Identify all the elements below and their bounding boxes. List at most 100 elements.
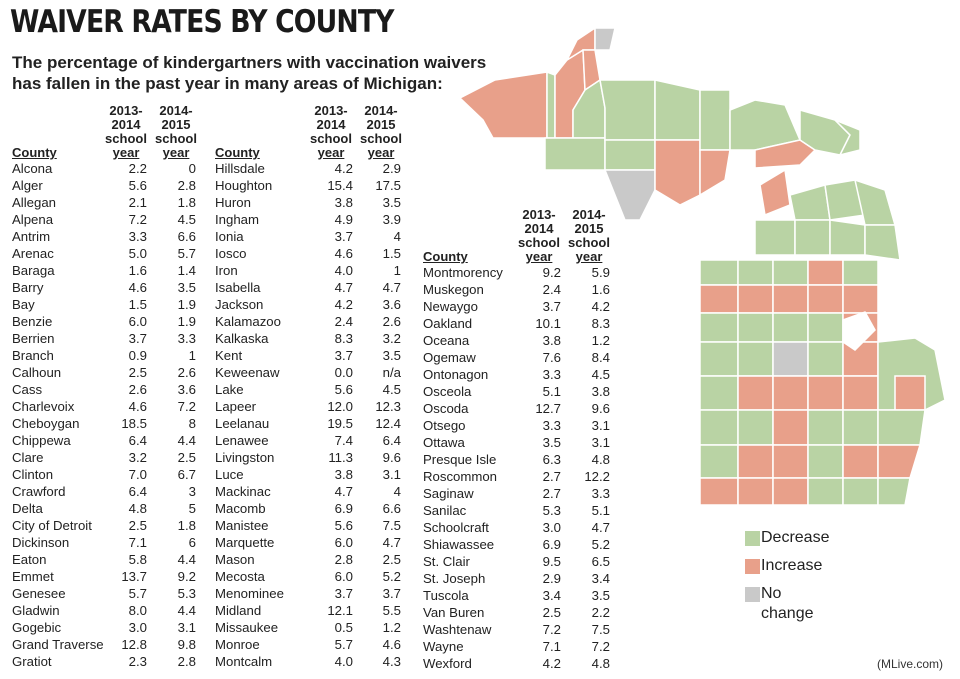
county-shape bbox=[599, 79, 656, 141]
county-shape bbox=[842, 284, 879, 314]
county-name: Branch bbox=[12, 348, 54, 363]
rate-2014-2015: 5 bbox=[188, 501, 196, 516]
county-shape bbox=[772, 409, 809, 446]
rate-2013-2014: 3.8 bbox=[334, 467, 353, 482]
county-name: Gogebic bbox=[12, 620, 62, 635]
rate-2013-2014: 4.6 bbox=[128, 399, 147, 414]
county-name: Jackson bbox=[215, 297, 264, 312]
rate-2014-2015: 4.5 bbox=[591, 367, 610, 382]
county-name: Lenawee bbox=[215, 433, 269, 448]
rate-2013-2014: 7.2 bbox=[128, 212, 147, 227]
county-shape bbox=[699, 375, 739, 411]
county-name: Alcona bbox=[12, 161, 53, 176]
saginaw-bay bbox=[842, 311, 876, 351]
county-name: Osceola bbox=[423, 384, 472, 399]
county-name: Muskegon bbox=[423, 282, 484, 297]
rate-2013-2014: 7.1 bbox=[542, 639, 561, 654]
rate-2013-2014: 0.9 bbox=[128, 348, 147, 363]
county-shape bbox=[829, 219, 866, 256]
rate-2014-2015: 12.4 bbox=[375, 416, 401, 431]
rate-2014-2015: 5.9 bbox=[591, 265, 610, 280]
county-shape bbox=[737, 444, 774, 479]
rate-2013-2014: 9.5 bbox=[542, 554, 561, 569]
rate-2013-2014: 0.5 bbox=[334, 620, 353, 635]
rate-2014-2015: 1.2 bbox=[591, 333, 610, 348]
county-name: Oceana bbox=[423, 333, 470, 348]
rate-2013-2014: 4.9 bbox=[334, 212, 353, 227]
rate-2014-2015: 6.5 bbox=[591, 554, 610, 569]
county-name: Marquette bbox=[215, 535, 275, 550]
county-name: Sanilac bbox=[423, 503, 467, 518]
county-name: Antrim bbox=[12, 229, 51, 244]
rate-2013-2014: 3.3 bbox=[128, 229, 147, 244]
subtitle: The percentage of kindergartners with va… bbox=[12, 53, 487, 93]
michigan-county-map bbox=[458, 26, 946, 506]
county-shape bbox=[807, 477, 844, 506]
county-name: Iron bbox=[215, 263, 238, 278]
rate-2014-2015: 3.5 bbox=[382, 348, 401, 363]
county-name: Mason bbox=[215, 552, 255, 567]
county-name: Calhoun bbox=[12, 365, 62, 380]
county-name: Dickinson bbox=[12, 535, 70, 550]
rate-2014-2015: 12.3 bbox=[375, 399, 401, 414]
rate-2014-2015: 1.6 bbox=[591, 282, 610, 297]
rate-2013-2014: 1.6 bbox=[128, 263, 147, 278]
county-shape bbox=[699, 149, 731, 197]
rate-2014-2015: 3.5 bbox=[591, 588, 610, 603]
county-name: Alger bbox=[12, 178, 43, 193]
rate-2014-2015: 1.5 bbox=[382, 246, 401, 261]
county-name: Benzie bbox=[12, 314, 53, 329]
county-column-header: County bbox=[215, 145, 260, 160]
rate-2014-2015: 3.2 bbox=[382, 331, 401, 346]
county-name: Allegan bbox=[12, 195, 56, 210]
year1-column-header: 2013- 2014 school year bbox=[310, 103, 352, 160]
year2-column-header: 2014- 2015 school year bbox=[155, 103, 197, 160]
rate-2014-2015: 6.6 bbox=[382, 501, 401, 516]
rate-2014-2015: 5.2 bbox=[591, 537, 610, 552]
county-name: Roscommon bbox=[423, 469, 498, 484]
county-shape bbox=[699, 341, 739, 377]
rate-2014-2015: 6.6 bbox=[177, 229, 196, 244]
county-name: Lapeer bbox=[215, 399, 257, 414]
rate-2013-2014: 3.8 bbox=[334, 195, 353, 210]
rate-2013-2014: 3.3 bbox=[542, 418, 561, 433]
county-shape bbox=[789, 184, 831, 221]
rate-2014-2015: 8.3 bbox=[591, 316, 610, 331]
rate-2013-2014: 10.1 bbox=[535, 316, 561, 331]
county-shape bbox=[772, 375, 809, 411]
county-name: Alpena bbox=[12, 212, 54, 227]
rate-2013-2014: 6.9 bbox=[542, 537, 561, 552]
rate-2013-2014: 4.7 bbox=[334, 280, 353, 295]
county-column-header: County bbox=[423, 249, 468, 264]
county-name: Missaukee bbox=[215, 620, 279, 635]
rate-2013-2014: 2.5 bbox=[128, 518, 147, 533]
county-name: Saginaw bbox=[423, 486, 474, 501]
rate-2014-2015: 6.7 bbox=[177, 467, 196, 482]
county-shape bbox=[864, 224, 901, 261]
rate-2014-2015: 12.2 bbox=[584, 469, 610, 484]
county-name: Oscoda bbox=[423, 401, 469, 416]
county-name: Berrien bbox=[12, 331, 55, 346]
county-shape bbox=[772, 259, 809, 286]
county-shape bbox=[654, 139, 701, 206]
year1-column-header: 2013- 2014 school year bbox=[105, 103, 147, 160]
rate-2014-2015: n/a bbox=[382, 365, 401, 380]
county-name: Menominee bbox=[215, 586, 284, 601]
county-column-header: County bbox=[12, 145, 57, 160]
rate-2014-2015: 9.8 bbox=[177, 637, 196, 652]
county-shape bbox=[853, 178, 896, 226]
county-shape bbox=[807, 259, 844, 286]
rate-2013-2014: 12.7 bbox=[535, 401, 561, 416]
rate-2013-2014: 5.6 bbox=[334, 518, 353, 533]
rate-2013-2014: 4.8 bbox=[128, 501, 147, 516]
year2-column-header: 2014- 2015 school year bbox=[360, 103, 402, 160]
rate-2014-2015: 1.2 bbox=[382, 620, 401, 635]
rate-2013-2014: 12.0 bbox=[327, 399, 353, 414]
county-shape bbox=[772, 444, 809, 479]
county-shape bbox=[807, 409, 844, 446]
county-name: Mackinac bbox=[215, 484, 271, 499]
county-name: Ottawa bbox=[423, 435, 465, 450]
county-shape bbox=[737, 375, 774, 411]
rate-2013-2014: 3.7 bbox=[128, 331, 147, 346]
rate-2013-2014: 6.0 bbox=[334, 535, 353, 550]
